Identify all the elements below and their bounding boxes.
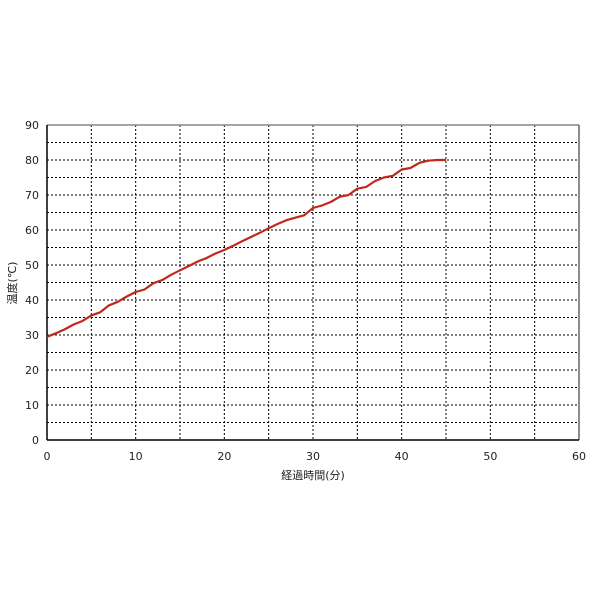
x-tick-label: 0 <box>44 450 51 463</box>
x-axis-label: 経過時間(分) <box>281 469 345 482</box>
y-tick-labels: 0 10 20 30 40 50 60 70 80 90 <box>25 119 39 447</box>
y-tick-label: 40 <box>25 294 39 307</box>
y-tick-label: 80 <box>25 154 39 167</box>
x-tick-label: 50 <box>483 450 497 463</box>
y-tick-label: 10 <box>25 399 39 412</box>
x-tick-label: 10 <box>129 450 143 463</box>
y-tick-label: 70 <box>25 189 39 202</box>
axes <box>46 124 580 441</box>
y-tick-label: 60 <box>25 224 39 237</box>
x-tick-label: 20 <box>217 450 231 463</box>
y-tick-label: 20 <box>25 364 39 377</box>
y-tick-label: 90 <box>25 119 39 132</box>
x-tick-labels: 0 10 20 30 40 50 60 <box>44 450 587 463</box>
x-tick-label: 40 <box>395 450 409 463</box>
y-tick-label: 0 <box>32 434 39 447</box>
series-group <box>46 158 446 338</box>
y-tick-label: 50 <box>25 259 39 272</box>
y-axis-label: 温度(℃) <box>5 262 19 305</box>
series-line <box>46 158 446 338</box>
y-tick-label: 30 <box>25 329 39 342</box>
grid-lines <box>47 125 579 440</box>
x-tick-label: 60 <box>572 450 586 463</box>
x-tick-label: 30 <box>306 450 320 463</box>
